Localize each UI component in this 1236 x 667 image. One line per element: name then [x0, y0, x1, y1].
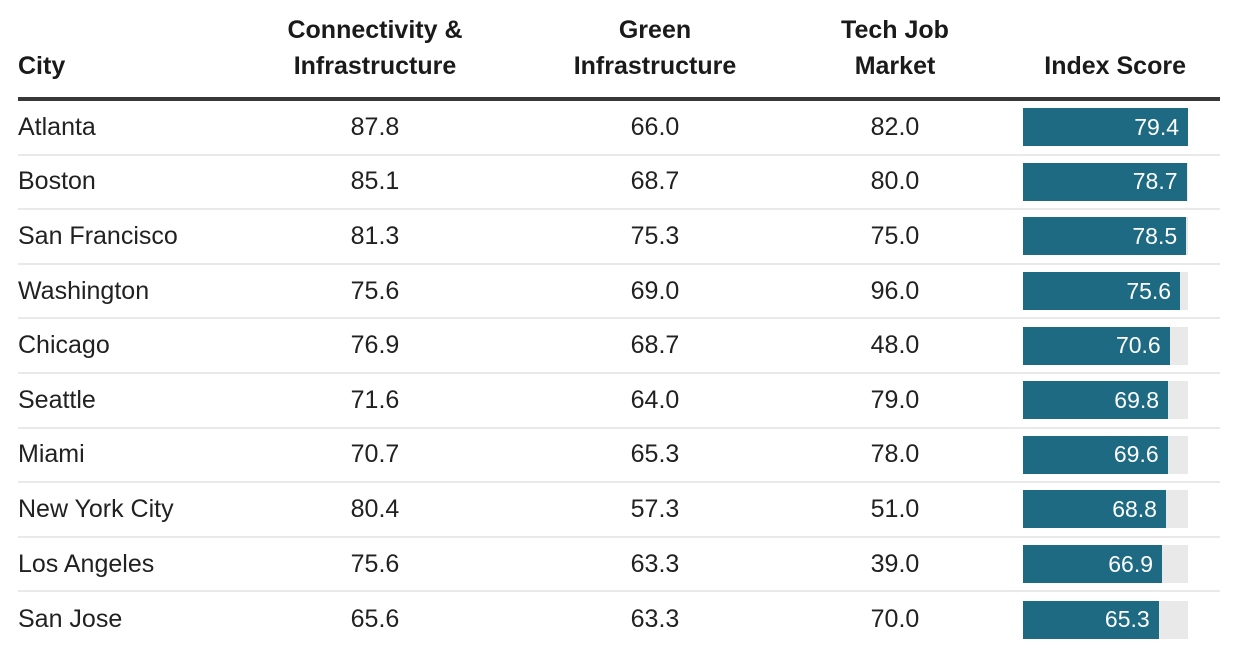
index-score-value: 65.3	[1104, 606, 1150, 633]
city-cell: Boston	[18, 167, 96, 196]
connectivity-cell: 81.3	[350, 221, 400, 250]
index-score-bar: 65.3	[1023, 600, 1159, 639]
index-score-value: 79.4	[1134, 113, 1179, 140]
index-score-value: 75.6	[1126, 277, 1172, 304]
index-score-bar: 79.4	[1023, 108, 1188, 147]
green-cell: 63.3	[630, 549, 680, 578]
index-score-cell: 69.8	[980, 381, 1220, 420]
index-score-cell: 78.5	[980, 217, 1220, 256]
green-cell: 63.3	[630, 605, 680, 634]
green-cell: 68.7	[630, 331, 680, 360]
table-row: Miami 70.7 65.3 78.0 69.6	[18, 429, 1220, 484]
green-cell: 64.0	[630, 385, 680, 414]
green-cell: 57.3	[630, 494, 680, 523]
index-score-bar: 78.7	[1023, 162, 1187, 201]
index-score-bar-track: 69.6	[1023, 435, 1188, 474]
index-score-value: 68.8	[1112, 495, 1157, 522]
index-score-cell: 69.6	[980, 435, 1220, 474]
index-score-cell: 68.8	[980, 490, 1220, 529]
index-score-value: 78.5	[1132, 222, 1178, 249]
index-score-bar: 70.6	[1023, 326, 1170, 365]
tech-cell: 70.0	[870, 605, 920, 634]
col-header-city: City	[18, 52, 66, 80]
table-row: Atlanta 87.8 66.0 82.0 79.4	[18, 101, 1220, 156]
index-score-cell: 75.6	[980, 272, 1220, 311]
index-score-bar-track: 79.4	[1023, 108, 1188, 147]
index-score-value: 69.8	[1114, 386, 1160, 413]
city-cell: Los Angeles	[18, 549, 155, 578]
connectivity-cell: 87.8	[350, 112, 400, 141]
connectivity-cell: 80.4	[350, 494, 400, 523]
green-cell: 69.0	[630, 276, 680, 305]
index-score-bar-track: 78.7	[1023, 162, 1188, 201]
table-row: San Francisco 81.3 75.3 75.0 78.5	[18, 210, 1220, 265]
index-score-cell: 79.4	[980, 108, 1220, 147]
green-cell: 75.3	[630, 221, 680, 250]
city-cell: San Francisco	[18, 221, 178, 250]
index-score-bar-track: 70.6	[1023, 326, 1188, 365]
connectivity-cell: 76.9	[350, 331, 400, 360]
city-cell: San Jose	[18, 605, 123, 634]
connectivity-cell: 71.6	[350, 385, 400, 414]
col-header-index-score: Index Score	[1044, 52, 1186, 80]
table-row: Boston 85.1 68.7 80.0 78.7	[18, 156, 1220, 211]
green-cell: 68.7	[630, 167, 680, 196]
col-header-green-infrastructure: Green Infrastructure	[573, 16, 737, 80]
connectivity-cell: 75.6	[350, 549, 400, 578]
city-index-table: City Connectivity & Infrastructure Green…	[18, 0, 1220, 647]
table-row: New York City 80.4 57.3 51.0 68.8	[18, 483, 1220, 538]
tech-cell: 82.0	[870, 112, 920, 141]
index-score-bar-track: 75.6	[1023, 272, 1188, 311]
index-score-cell: 70.6	[980, 326, 1220, 365]
index-score-bar-track: 65.3	[1023, 600, 1188, 639]
index-score-cell: 78.7	[980, 162, 1220, 201]
index-score-bar-track: 66.9	[1023, 545, 1188, 584]
table-row: Los Angeles 75.6 63.3 39.0 66.9	[18, 538, 1220, 593]
index-score-bar: 69.6	[1023, 435, 1168, 474]
city-cell: Chicago	[18, 331, 110, 360]
table-body: Atlanta 87.8 66.0 82.0 79.4 Boston 85.1 …	[18, 101, 1220, 647]
index-score-bar: 68.8	[1023, 490, 1166, 529]
index-score-value: 70.6	[1115, 332, 1161, 359]
index-score-bar-track: 68.8	[1023, 490, 1188, 529]
connectivity-cell: 85.1	[350, 167, 400, 196]
index-score-cell: 65.3	[980, 600, 1220, 639]
index-score-bar: 66.9	[1023, 545, 1163, 584]
table-header-row: City Connectivity & Infrastructure Green…	[18, 0, 1220, 101]
tech-cell: 79.0	[870, 385, 920, 414]
index-score-cell: 66.9	[980, 545, 1220, 584]
green-cell: 65.3	[630, 440, 680, 469]
table-row: San Jose 65.6 63.3 70.0 65.3	[18, 592, 1220, 647]
city-cell: Washington	[18, 276, 150, 305]
city-cell: Miami	[18, 440, 85, 469]
index-score-value: 66.9	[1108, 550, 1154, 577]
connectivity-cell: 65.6	[350, 605, 400, 634]
tech-cell: 48.0	[870, 331, 920, 360]
tech-cell: 96.0	[870, 276, 920, 305]
connectivity-cell: 70.7	[350, 440, 400, 469]
tech-cell: 80.0	[870, 167, 920, 196]
index-score-bar: 69.8	[1023, 381, 1169, 420]
table-row: Seattle 71.6 64.0 79.0 69.8	[18, 374, 1220, 429]
tech-cell: 51.0	[870, 494, 920, 523]
tech-cell: 39.0	[870, 549, 920, 578]
index-score-value: 69.6	[1113, 441, 1159, 468]
index-score-bar-track: 78.5	[1023, 217, 1188, 256]
index-score-bar: 75.6	[1023, 272, 1181, 311]
connectivity-cell: 75.6	[350, 276, 400, 305]
table-row: Washington 75.6 69.0 96.0 75.6	[18, 265, 1220, 320]
green-cell: 66.0	[630, 112, 680, 141]
tech-cell: 75.0	[870, 221, 920, 250]
city-cell: Atlanta	[18, 112, 96, 141]
tech-cell: 78.0	[870, 440, 920, 469]
col-header-connectivity-infrastructure: Connectivity & Infrastructure	[287, 16, 463, 80]
index-score-value: 78.7	[1132, 168, 1178, 195]
table-row: Chicago 76.9 68.7 48.0 70.6	[18, 319, 1220, 374]
city-cell: New York City	[18, 494, 174, 523]
col-header-tech-job-market: Tech Job Market	[841, 16, 949, 80]
index-score-bar: 78.5	[1023, 217, 1187, 256]
city-cell: Seattle	[18, 385, 96, 414]
index-score-bar-track: 69.8	[1023, 381, 1188, 420]
